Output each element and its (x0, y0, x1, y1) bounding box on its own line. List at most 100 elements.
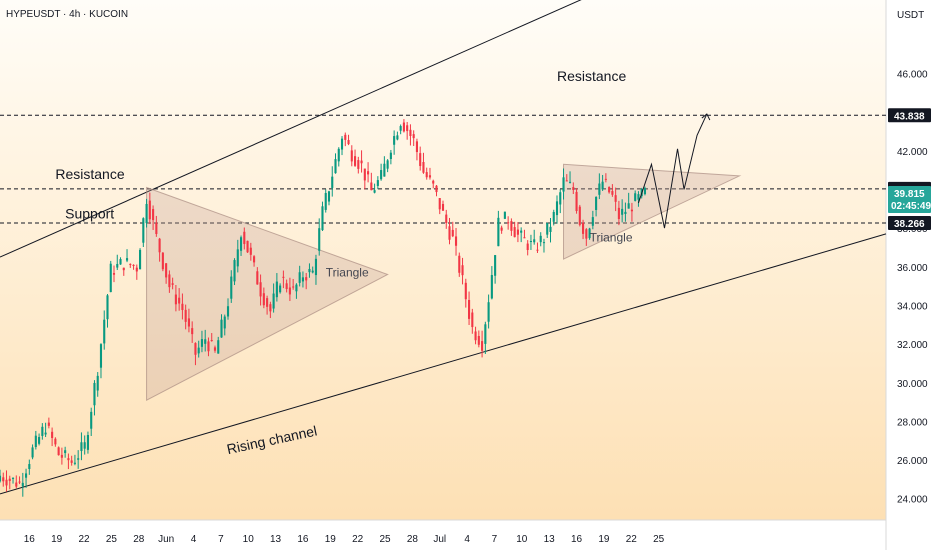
candle-body[interactable] (161, 252, 164, 270)
candle-body[interactable] (588, 228, 591, 239)
candle-body[interactable] (337, 148, 340, 162)
candle-body[interactable] (5, 479, 8, 486)
candle-body[interactable] (324, 192, 327, 210)
candle-body[interactable] (415, 141, 418, 153)
candle-body[interactable] (204, 339, 207, 344)
candle-body[interactable] (8, 478, 11, 481)
candle-body[interactable] (526, 243, 529, 251)
candle-body[interactable] (93, 382, 96, 406)
candle-body[interactable] (184, 309, 187, 322)
candle-body[interactable] (174, 294, 177, 305)
candle-body[interactable] (70, 460, 73, 463)
candle-body[interactable] (200, 339, 204, 347)
candle-body[interactable] (578, 206, 581, 225)
candle-body[interactable] (445, 214, 448, 224)
candle-body[interactable] (135, 267, 138, 272)
candle-body[interactable] (360, 160, 363, 164)
candle-body[interactable] (419, 153, 422, 166)
candle-body[interactable] (217, 340, 220, 354)
candle-body[interactable] (239, 237, 243, 251)
candle-body[interactable] (624, 211, 627, 215)
candle-body[interactable] (194, 343, 197, 355)
candle-body[interactable] (481, 341, 484, 351)
candle-body[interactable] (380, 170, 383, 180)
candle-body[interactable] (90, 411, 93, 429)
candle-body[interactable] (549, 226, 552, 232)
candle-body[interactable] (51, 431, 54, 438)
candle-body[interactable] (409, 129, 412, 137)
candle-body[interactable] (142, 218, 145, 243)
candle-body[interactable] (529, 241, 533, 243)
candle-body[interactable] (386, 160, 389, 169)
candle-body[interactable] (148, 200, 151, 220)
candle-body[interactable] (25, 473, 28, 478)
candle-body[interactable] (145, 203, 148, 224)
candle-body[interactable] (311, 270, 314, 273)
candle-body[interactable] (494, 255, 497, 276)
candle-body[interactable] (552, 211, 555, 222)
candle-body[interactable] (21, 482, 24, 487)
candle-body[interactable] (197, 347, 200, 354)
candle-body[interactable] (47, 422, 50, 426)
triangle-pattern[interactable] (563, 163, 742, 260)
candle-body[interactable] (207, 341, 210, 352)
candle-body[interactable] (474, 331, 477, 341)
candle-body[interactable] (568, 181, 572, 183)
candle-body[interactable] (484, 324, 487, 344)
candle-body[interactable] (73, 462, 76, 464)
candle-body[interactable] (2, 477, 5, 482)
candle-body[interactable] (614, 195, 617, 202)
candle-body[interactable] (428, 175, 432, 178)
candle-body[interactable] (139, 249, 142, 270)
candle-body[interactable] (464, 282, 467, 300)
candle-body[interactable] (334, 159, 337, 174)
candle-body[interactable] (253, 256, 256, 263)
candle-body[interactable] (389, 152, 392, 160)
candle-body[interactable] (585, 229, 588, 239)
candle-body[interactable] (106, 295, 109, 320)
candle-body[interactable] (621, 208, 624, 215)
candle-body[interactable] (477, 335, 480, 345)
candle-body[interactable] (223, 316, 226, 329)
candle-body[interactable] (383, 163, 386, 177)
candle-body[interactable] (546, 222, 549, 235)
candle-body[interactable] (438, 198, 441, 210)
candle-body[interactable] (77, 458, 80, 460)
candle-body[interactable] (347, 139, 350, 145)
candle-body[interactable] (399, 126, 402, 131)
candle-body[interactable] (178, 297, 181, 304)
candle-body[interactable] (412, 134, 415, 139)
candle-body[interactable] (269, 304, 272, 312)
candle-body[interactable] (262, 293, 265, 306)
candle-body[interactable] (305, 277, 308, 281)
candle-body[interactable] (575, 191, 578, 212)
candle-body[interactable] (220, 319, 223, 338)
candle-body[interactable] (210, 340, 213, 342)
candle-body[interactable] (292, 286, 295, 288)
candle-body[interactable] (441, 203, 445, 211)
candle-body[interactable] (344, 134, 347, 140)
candle-body[interactable] (279, 285, 282, 293)
candle-body[interactable] (591, 217, 594, 226)
candle-body[interactable] (357, 160, 360, 169)
candle-body[interactable] (288, 287, 291, 295)
candle-body[interactable] (448, 226, 451, 240)
candle-body[interactable] (171, 283, 174, 285)
candle-body[interactable] (536, 249, 539, 251)
candle-body[interactable] (272, 293, 275, 309)
candle-body[interactable] (608, 186, 611, 193)
candle-body[interactable] (298, 272, 301, 283)
candle-body[interactable] (601, 181, 604, 190)
candle-body[interactable] (376, 180, 379, 186)
candle-body[interactable] (295, 284, 298, 292)
candle-body[interactable] (122, 267, 125, 271)
candle-body[interactable] (363, 168, 366, 181)
candle-body[interactable] (523, 237, 526, 239)
candle-body[interactable] (611, 191, 614, 195)
candle-body[interactable] (109, 263, 112, 293)
candle-body[interactable] (233, 260, 236, 282)
candle-body[interactable] (435, 185, 438, 193)
candle-body[interactable] (34, 435, 37, 448)
candle-body[interactable] (425, 172, 428, 178)
candle-body[interactable] (83, 442, 86, 449)
